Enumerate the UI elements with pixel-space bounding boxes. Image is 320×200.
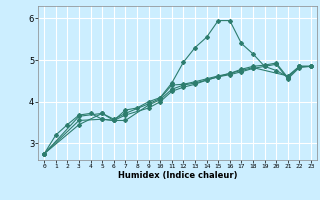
- X-axis label: Humidex (Indice chaleur): Humidex (Indice chaleur): [118, 171, 237, 180]
